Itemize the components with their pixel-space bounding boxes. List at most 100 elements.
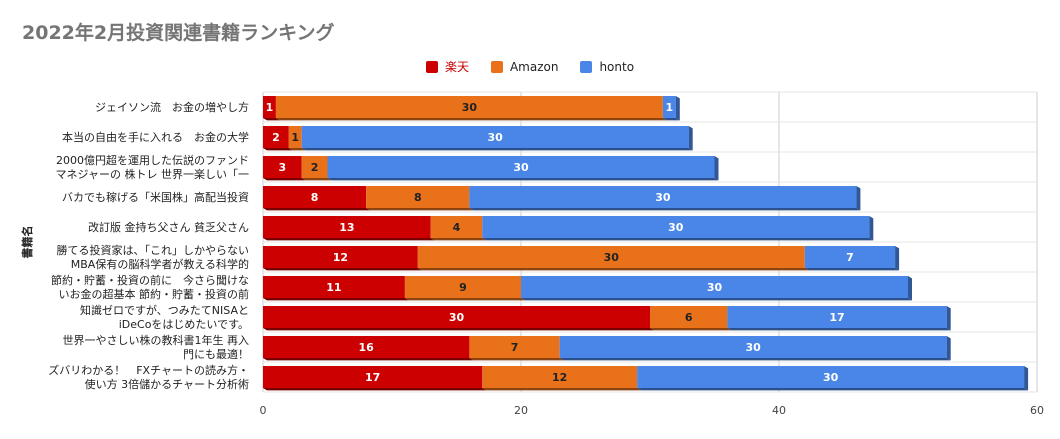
data-label: 30 — [707, 281, 723, 294]
bar-segment — [263, 276, 405, 298]
legend-label-amazon: Amazon — [509, 59, 559, 74]
bar-segment — [469, 186, 857, 208]
bar-shadow — [430, 238, 487, 241]
y-axis-title: 書籍名 — [20, 226, 34, 259]
data-label: 30 — [746, 341, 762, 354]
bar-segment — [327, 156, 715, 178]
bar-shadow — [263, 148, 293, 151]
bar-segment — [559, 336, 947, 358]
bar-end-face — [1024, 366, 1029, 391]
bar-shadow — [469, 358, 564, 361]
legend-item-honto: honto — [580, 58, 634, 75]
legend-swatch-rakuten — [425, 60, 438, 73]
bar-shadow — [727, 328, 951, 331]
data-label: 7 — [511, 341, 519, 354]
bar-shadow — [804, 268, 900, 271]
category-label: 本当の自由を手に入れる お金の大学 — [62, 130, 249, 144]
category-label: 勝てる投資家は、「これ」しかやらない — [57, 243, 250, 257]
bar-segment — [430, 216, 483, 238]
data-label: 30 — [462, 101, 478, 114]
bar-end-face — [856, 186, 861, 211]
bar-shadow — [482, 388, 642, 391]
bar-end-face — [895, 246, 900, 271]
category-label: いお金の超基本 節約・貯蓄・投資の前 — [59, 287, 250, 301]
category-label: iDeCoをはじめたいです。 — [119, 318, 249, 331]
data-label: 12 — [333, 251, 348, 264]
bar-shadow — [288, 148, 306, 151]
data-label: 7 — [846, 251, 854, 264]
data-label: 1 — [291, 131, 299, 144]
bar-segment — [804, 246, 896, 268]
data-label: 30 — [668, 221, 684, 234]
bar-segment — [288, 126, 302, 148]
category-label: バカでも稼げる「米国株」高配当投資 — [62, 190, 249, 204]
bar-segment — [301, 156, 328, 178]
bar-shadow — [417, 268, 809, 271]
bar-segment — [263, 246, 418, 268]
data-label: 13 — [339, 221, 354, 234]
data-label: 30 — [513, 161, 529, 174]
bar-shadow — [263, 178, 306, 181]
legend-label-honto: honto — [599, 59, 635, 74]
data-label: 30 — [488, 131, 504, 144]
bar-shadow — [263, 118, 280, 121]
data-label: 17 — [365, 371, 380, 384]
bar-shadow — [263, 238, 435, 241]
x-tick-label: 20 — [514, 404, 528, 417]
data-label: 16 — [359, 341, 375, 354]
category-label: 節約・貯蓄・投資の前に 今さら聞けな — [51, 273, 249, 287]
data-label: 30 — [823, 371, 839, 384]
bar-shadow — [327, 178, 719, 181]
bar-shadow — [482, 238, 874, 241]
data-label: 30 — [655, 191, 671, 204]
data-label: 12 — [552, 371, 567, 384]
chart-legend: 楽天 Amazon honto — [0, 58, 1060, 75]
bar-segment — [263, 126, 289, 148]
legend-item-amazon: Amazon — [490, 58, 559, 75]
legend-swatch-honto — [580, 60, 593, 73]
category-label: 改訂版 金持ち父さん 貧乏父さん — [88, 220, 249, 234]
bar-shadow — [275, 118, 667, 121]
data-label: 4 — [453, 221, 461, 234]
data-label: 11 — [326, 281, 341, 294]
data-label: 2 — [272, 131, 280, 144]
data-label: 3 — [279, 161, 287, 174]
data-label: 2 — [311, 161, 319, 174]
category-label: 2000億円超を運用した伝説のファンド — [56, 153, 249, 167]
bar-shadow — [366, 208, 474, 211]
bar-shadow — [263, 328, 654, 331]
data-label: 30 — [449, 311, 465, 324]
bar-segment — [521, 276, 908, 298]
bar-segment — [263, 306, 650, 328]
bar-segment — [301, 126, 689, 148]
bar-shadow — [637, 388, 1029, 391]
chart-title: 2022年2月投資関連書籍ランキング — [22, 22, 335, 44]
data-label: 30 — [604, 251, 620, 264]
category-label: 使い方 3倍儲かるチャート分析術 — [85, 377, 249, 391]
data-label: 1 — [266, 101, 274, 114]
category-label: ズバリわかる！ FXチャートの読み方・ — [48, 363, 249, 377]
bar-segment — [263, 336, 470, 358]
bar-end-face — [908, 276, 912, 301]
bar-end-face — [946, 306, 951, 331]
data-label: 17 — [829, 311, 844, 324]
bar-shadow — [263, 268, 422, 271]
bar-shadow — [263, 388, 487, 391]
category-label: ジェイソン流 お金の増やし方 — [95, 100, 249, 114]
bar-shadow — [263, 358, 474, 361]
bar-end-face — [869, 216, 874, 241]
data-label: 9 — [459, 281, 467, 294]
data-label: 8 — [311, 191, 319, 204]
data-label: 1 — [666, 101, 674, 114]
bar-shadow — [650, 328, 732, 331]
bar-shadow — [559, 358, 951, 361]
legend-swatch-amazon — [490, 60, 503, 73]
bar-segment — [727, 306, 947, 328]
bar-segment — [263, 366, 483, 388]
bar-shadow — [263, 298, 409, 301]
bar-end-face — [714, 156, 719, 181]
bar-segment — [404, 276, 521, 298]
bar-end-face — [946, 336, 951, 361]
bar-segment — [662, 96, 676, 118]
